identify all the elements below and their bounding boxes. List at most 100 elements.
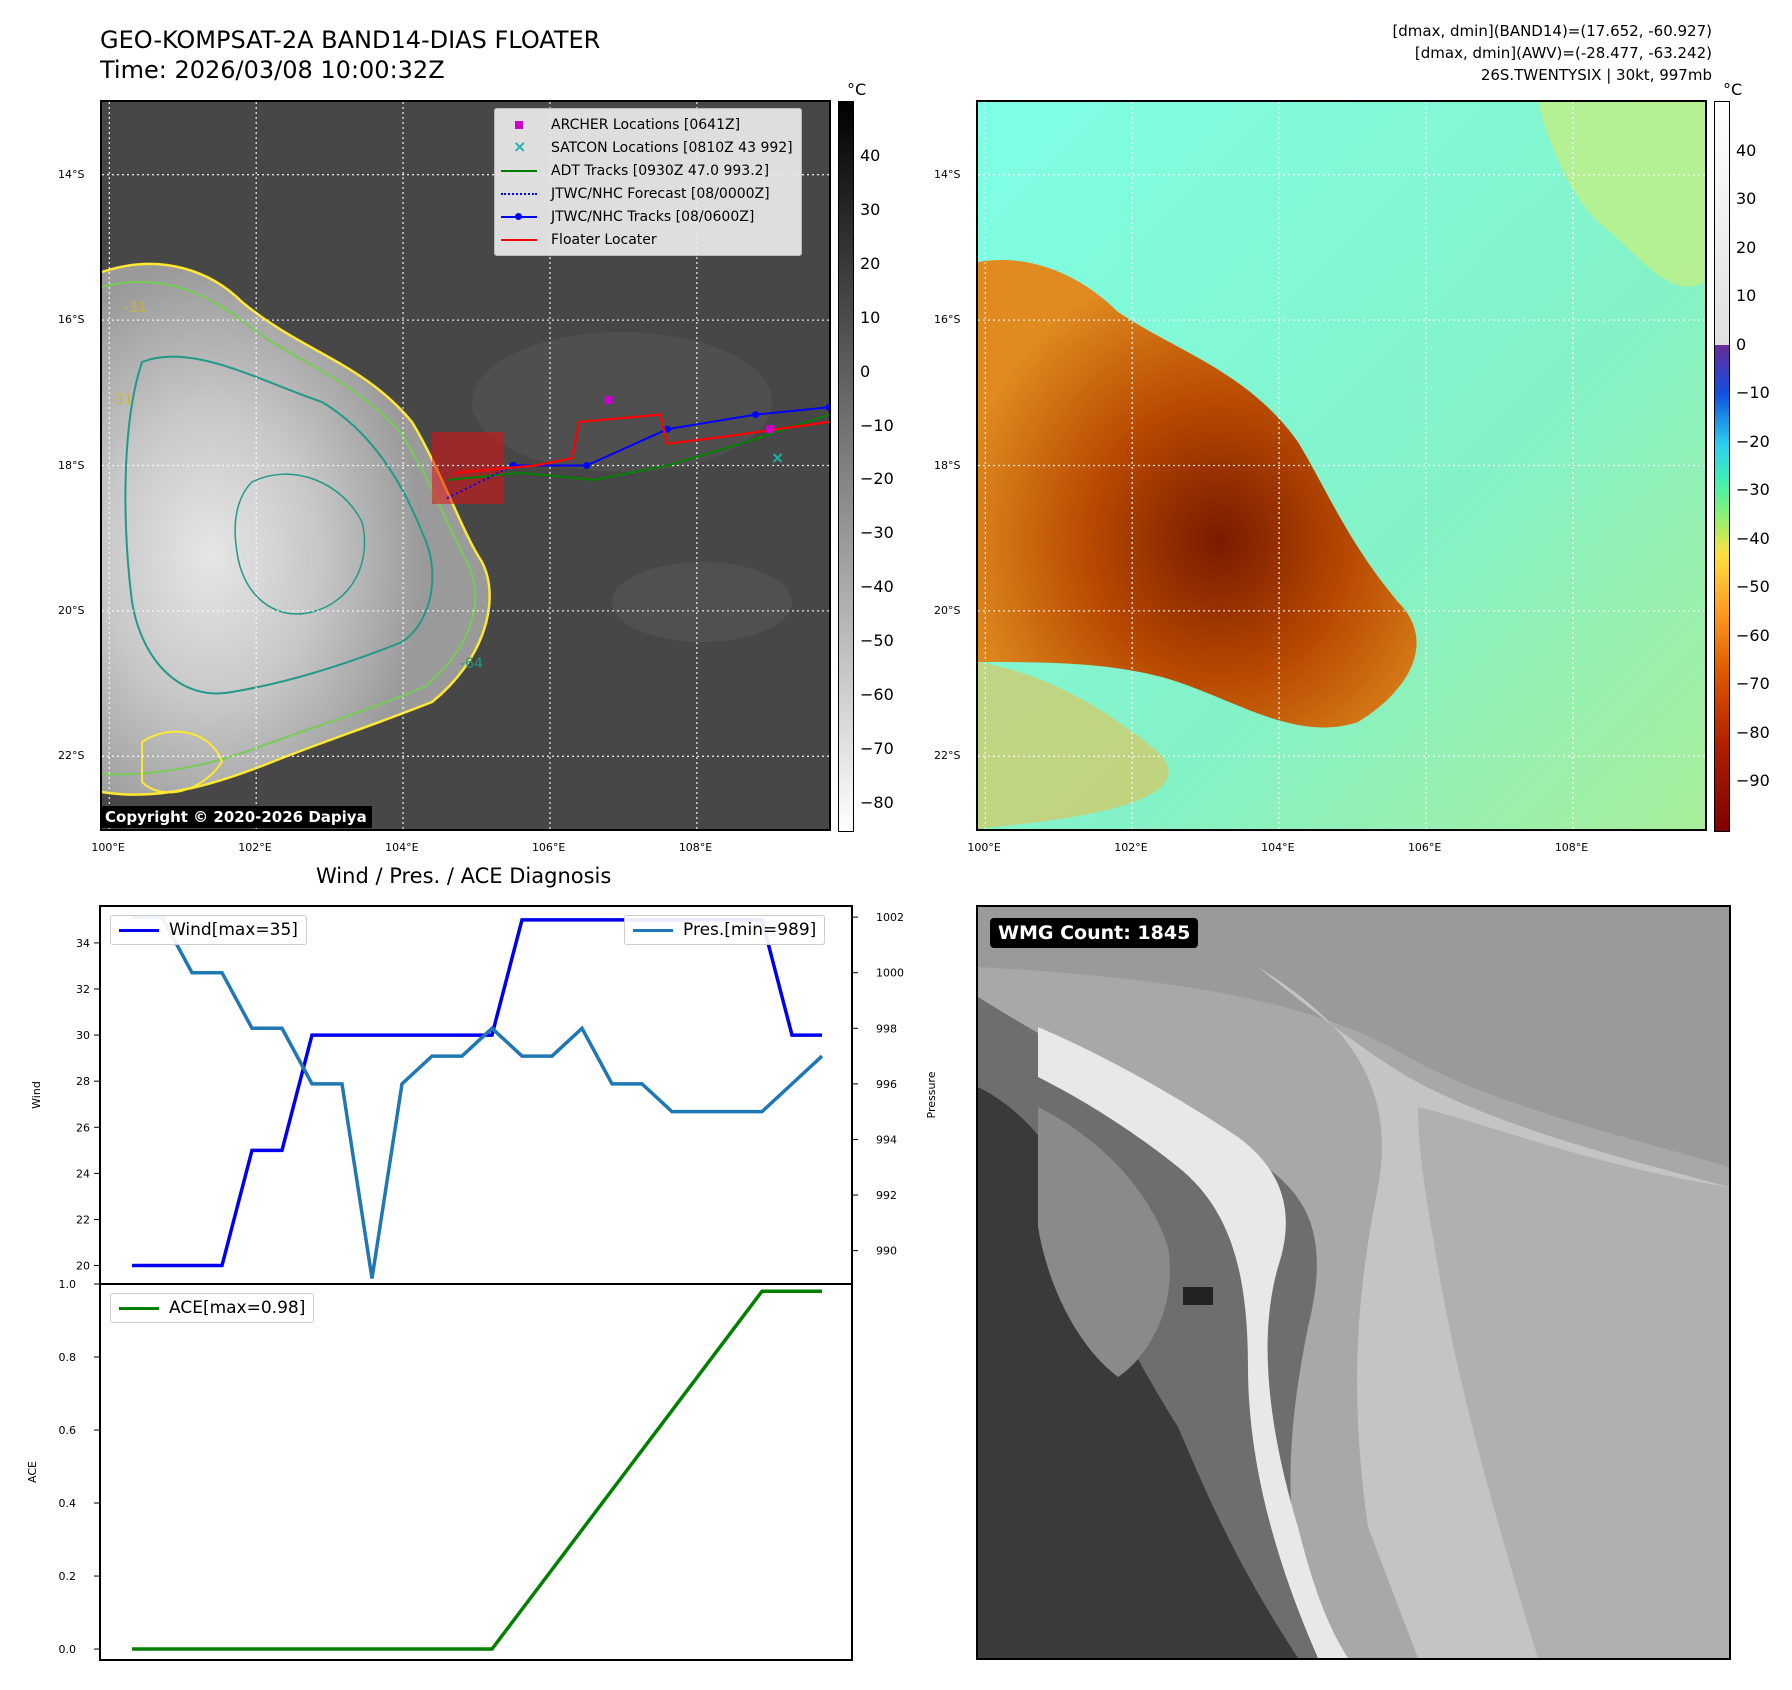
lon-tick-label: 102°E [1114, 841, 1148, 854]
jtwc-track-point [752, 411, 760, 419]
lon-tick-label: 108°E [1554, 841, 1589, 854]
colorbar-tick-label: −80 [1736, 722, 1770, 742]
colorbar-tick-label: 30 [1736, 189, 1757, 209]
x-marker-icon: × [513, 136, 527, 156]
line-icon [501, 164, 537, 178]
archer-point [604, 396, 613, 405]
colorbar-tick-label: 0 [1736, 334, 1747, 354]
wind-tick-label: 26 [76, 1121, 90, 1134]
lon-tick-label: 100°E [91, 841, 125, 854]
wind-tick-label: 34 [76, 937, 90, 950]
ace-axis-label: ACE [26, 1461, 39, 1483]
colorbar-tick-label: −50 [860, 631, 894, 651]
pres-tick-label: 996 [876, 1078, 897, 1091]
pres-tick-label: 994 [876, 1133, 897, 1146]
ace-legend: ACE[max=0.98] [110, 1293, 315, 1323]
legend-label: JTWC/NHC Forecast [08/0000Z] [551, 185, 770, 202]
pres-legend-label: Pres.[min=989] [683, 920, 817, 940]
jtwc-track-point [825, 403, 829, 411]
lat-tick-label: 18°S [934, 458, 961, 472]
pres-line-icon [633, 928, 673, 932]
colorbar-tick-label: 20 [860, 253, 881, 273]
diagnosis-title: Wind / Pres. / ACE Diagnosis [316, 864, 612, 888]
adt-track [447, 413, 829, 482]
storm-info: 26S.TWENTYSIX | 30kt, 997mb [1480, 66, 1712, 84]
pres-legend: Pres.[min=989] [624, 915, 826, 945]
pres-tick-label: 1000 [876, 967, 904, 980]
floater-track [454, 413, 829, 474]
colorbar-tick-label: −10 [860, 415, 894, 435]
lon-tick-label: 106°E [531, 841, 566, 854]
band14-range: [dmax, dmin](BAND14)=(17.652, -60.927) [1392, 22, 1712, 40]
ace-series-line [132, 1289, 822, 1651]
awv-colorbar-unit: °C [1723, 80, 1743, 99]
pres-tick-label: 998 [876, 1022, 897, 1035]
colorbar-tick-label: −60 [860, 685, 894, 705]
diagnosis-chart: 34 32 30 28 26 24 22 20 1002 1000 998 996 994 992 990… [26, 905, 938, 1661]
colorbar-tick-label: −40 [860, 577, 894, 597]
legend-item-satcon: × SATCON Locations [0810Z 43 992] [501, 136, 793, 159]
colorbar-tick-label: −30 [1736, 480, 1770, 500]
awv-gridlines [978, 102, 1705, 829]
wmg-image-svg [978, 907, 1729, 1658]
contour-label: -31 [110, 392, 133, 408]
ace-tick-label: 0.4 [59, 1497, 77, 1510]
lat-tick-label: 16°S [58, 313, 85, 327]
wind-tick-label: 24 [76, 1167, 90, 1180]
lat-tick-label: 22°S [934, 749, 961, 763]
lat-tick-label: 22°S [58, 749, 85, 763]
legend-item-adt: ADT Tracks [0930Z 47.0 993.2] [501, 159, 793, 182]
lon-tick-label: 104°E [1261, 841, 1295, 854]
legend-label: JTWC/NHC Tracks [08/0600Z] [551, 208, 755, 225]
jtwc-track-point [663, 425, 671, 433]
archer-point [766, 425, 775, 434]
ace-axes [99, 1283, 853, 1661]
lat-tick-label: 20°S [934, 603, 961, 617]
lon-tick-label: 104°E [385, 841, 419, 854]
colorbar-tick-label: 30 [860, 199, 881, 219]
colorbar-tick-label: 20 [1736, 237, 1757, 257]
wind-legend-label: Wind[max=35] [169, 920, 298, 940]
lon-tick-label: 108°E [678, 841, 713, 854]
awv-map-svg [978, 102, 1705, 829]
lon-tick-label: 100°E [967, 841, 1001, 854]
contour-label: -31 [124, 300, 147, 316]
wind-legend: Wind[max=35] [110, 915, 307, 945]
legend-item-floater: Floater Locater [501, 228, 793, 251]
colorbar-tick-label: 0 [860, 361, 871, 381]
ace-tick-label: 0.0 [59, 1643, 77, 1656]
wind-pres-axes [99, 905, 853, 1285]
colorbar-tick-label: 40 [860, 145, 881, 165]
wind-axis-label: Wind [30, 1081, 43, 1109]
ace-legend-label: ACE[max=0.98] [169, 1298, 306, 1318]
copyright-badge: Copyright © 2020-2026 Dapiya [100, 806, 372, 828]
ir-colorbar [838, 101, 854, 832]
pressure-axis-label: Pressure [925, 1071, 938, 1118]
lat-tick-label: 16°S [934, 313, 961, 327]
ace-line-icon [119, 1306, 159, 1310]
wind-tick-label: 32 [76, 983, 90, 996]
legend-label: ARCHER Locations [0641Z] [551, 116, 741, 133]
legend-item-jtwc-forecast: JTWC/NHC Forecast [08/0000Z] [501, 182, 793, 205]
awv-map-panel [976, 100, 1707, 831]
chart-time: Time: 2026/03/08 10:00:32Z [100, 56, 445, 84]
square-marker-icon [501, 118, 537, 132]
track-legend: ARCHER Locations [0641Z] × SATCON Locati… [494, 108, 802, 256]
lat-tick-label: 14°S [58, 167, 85, 181]
colorbar-tick-label: −70 [860, 739, 894, 759]
colorbar-tick-label: −20 [1736, 431, 1770, 451]
colorbar-tick-label: −10 [1736, 383, 1770, 403]
colorbar-tick-label: −80 [860, 793, 894, 813]
ace-tick-label: 0.2 [59, 1570, 77, 1583]
wmg-panel [976, 905, 1731, 1660]
wind-tick-labels: 34 32 30 28 26 24 22 20 [76, 937, 100, 1273]
ir-tracks: × [446, 396, 829, 500]
pres-tick-label: 992 [876, 1189, 897, 1202]
dotted-line-icon [501, 187, 537, 201]
awv-colorbar [1714, 101, 1730, 832]
contour-label: -64 [460, 656, 483, 672]
lon-tick-label: 102°E [238, 841, 272, 854]
ace-tick-labels: 1.0 0.8 0.6 0.4 0.2 0.0 [59, 1278, 100, 1656]
colorbar-tick-label: −60 [1736, 625, 1770, 645]
floater-box [432, 432, 504, 504]
